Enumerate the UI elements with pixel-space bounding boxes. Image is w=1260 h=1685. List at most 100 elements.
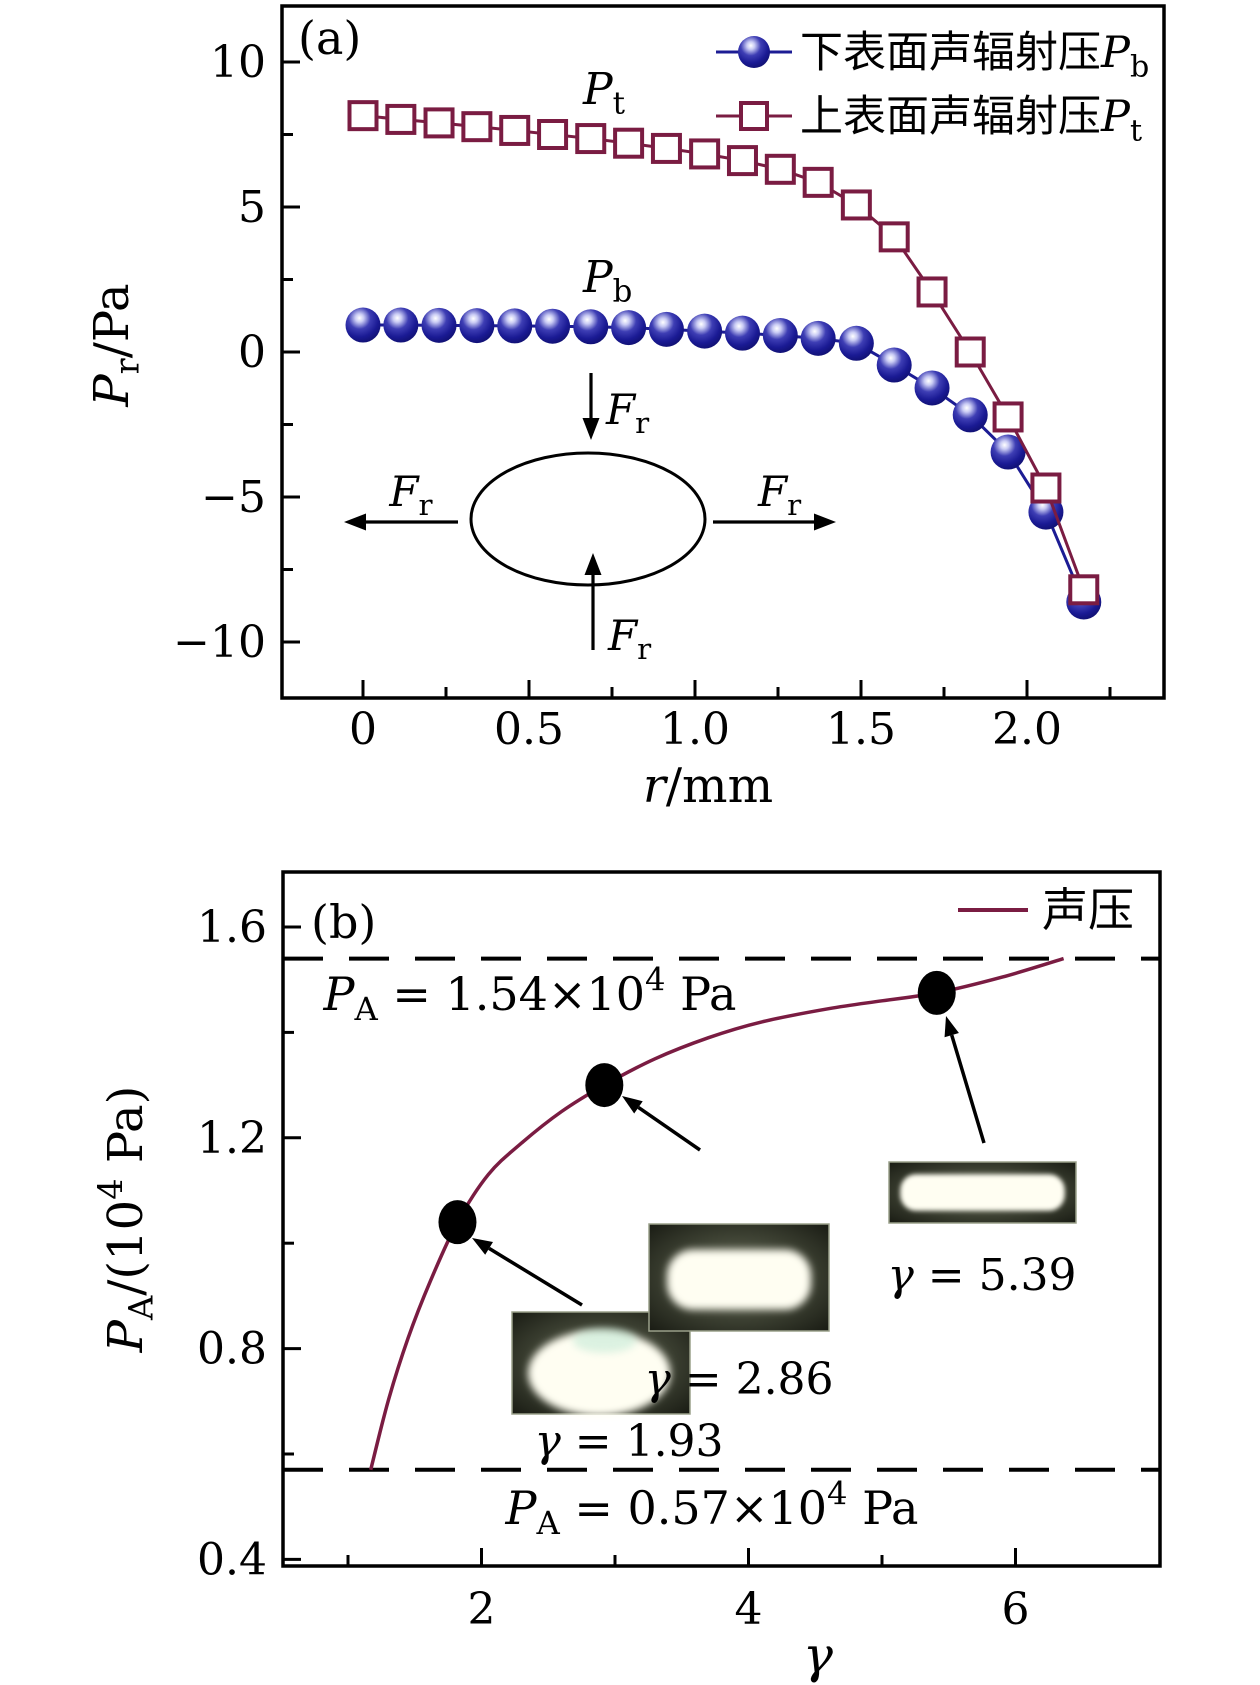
pt-square-marker <box>650 132 682 164</box>
pb-sphere-marker <box>535 308 571 344</box>
pt-square-marker <box>499 114 531 146</box>
pb-sphere-marker <box>914 370 950 406</box>
panel-b-tag: (b) <box>311 895 376 949</box>
panel-b-frame <box>281 870 1162 1568</box>
panel-a-y-axis-title: Pr/Pa <box>84 283 147 407</box>
pt-series-label: Pt <box>582 64 626 122</box>
force-arrow-down <box>582 373 600 440</box>
force-arrow-left-head <box>344 513 366 531</box>
pb-sphere-marker <box>345 307 381 343</box>
panel-a-ytick-label: 0 <box>238 327 266 378</box>
pt-square-marker <box>840 189 872 221</box>
pb-sphere-marker <box>421 307 457 343</box>
force-arrow-right <box>713 513 836 531</box>
lower-pressure-label: PA = 0.57×104 Pa <box>505 1475 919 1542</box>
panel-b-y-axis-title: PA/(104 Pa) <box>91 1086 161 1354</box>
force-arrow-up <box>584 553 602 650</box>
panel-a-legend: 下表面声辐射压Pb 上表面声辐射压Pt <box>716 28 1149 148</box>
pb-sphere-marker <box>990 434 1026 470</box>
panel-a-xtick-label: 1.5 <box>826 704 896 755</box>
pt-square-marker <box>347 100 379 132</box>
panel-a-ytick-label: 10 <box>210 37 266 88</box>
panel-a-ytick-label: 5 <box>238 182 266 233</box>
panel-b-xtick-label: 4 <box>735 1584 763 1635</box>
pb-sphere-marker <box>611 310 647 346</box>
droplet-photo-gamma-1.93-blob <box>528 1330 671 1417</box>
legend-entry-label: 下表面声辐射压Pb <box>800 28 1149 84</box>
legend-square-marker <box>739 101 769 131</box>
pt-square-marker <box>385 103 417 135</box>
panel-b: 1.6 1.2 0.8 0.4 2 4 6 γ PA/(104 Pa) (b) PA = 1.54×… <box>91 870 1162 1684</box>
gamma-label-1.93: γ = 1.93 <box>534 1416 723 1467</box>
annotation-arrow-5.39-shaft <box>950 1034 986 1144</box>
force-arrow-left <box>344 513 458 531</box>
pt-square-marker <box>764 153 796 185</box>
pb-sphere-marker <box>952 397 988 433</box>
droplet-photo-gamma-1.93 <box>511 1311 691 1417</box>
annotation-arrow-2.86 <box>622 1096 701 1152</box>
panel-b-x-axis-title: γ <box>803 1626 833 1684</box>
panel-a-xtick-label: 0 <box>349 704 377 755</box>
marked-point <box>438 1200 477 1245</box>
droplet-photo-gamma-5.39-blob <box>900 1174 1065 1211</box>
gamma-label-5.39: γ = 5.39 <box>887 1250 1076 1301</box>
panel-b-xtick-label: 6 <box>1002 1584 1030 1635</box>
panel-a-xtick-label: 1.0 <box>660 704 730 755</box>
legend-entry-label: 上表面声辐射压Pt <box>800 92 1142 148</box>
pb-sphere-marker <box>687 313 723 349</box>
pt-square-marker <box>537 119 569 150</box>
panel-a-xtick-label: 2.0 <box>992 704 1062 755</box>
marked-point <box>917 970 956 1015</box>
annotation-arrow-2.86-shaft <box>637 1105 701 1152</box>
force-label-right: Fr <box>757 467 802 522</box>
pt-square-marker <box>423 107 455 139</box>
annotation-arrow-5.39 <box>944 1016 986 1144</box>
panel-a-xtick-label: 0.5 <box>494 704 564 755</box>
legend-sphere-marker <box>738 36 770 68</box>
panel-b-legend-label: 声压 <box>1042 883 1134 937</box>
pt-square-marker <box>802 166 834 198</box>
pt-square-marker <box>992 401 1024 433</box>
force-arrow-down-head <box>582 418 600 440</box>
pb-sphere-marker <box>876 347 912 383</box>
pb-sphere-marker <box>838 325 874 361</box>
panel-a-tag: (a) <box>298 11 361 65</box>
panel-a-ytick-label: −10 <box>173 617 266 668</box>
pb-sphere-marker <box>800 320 836 356</box>
inset-ellipse <box>469 451 707 587</box>
pb-sphere-marker <box>724 315 760 351</box>
panel-b-ytick-label: 0.8 <box>197 1324 267 1375</box>
pt-square-marker <box>916 276 948 308</box>
pb-sphere-marker <box>573 309 609 345</box>
inset-droplet-forces: Fr Fr Fr Fr <box>344 373 836 666</box>
force-label-bottom: Fr <box>607 611 652 666</box>
pt-square-marker <box>954 336 986 368</box>
pt-square-marker <box>878 221 910 253</box>
annotation-arrow-1.93 <box>472 1238 583 1307</box>
force-label-top: Fr <box>605 385 650 440</box>
panel-b-ytick-label: 0.4 <box>197 1534 267 1585</box>
pb-sphere-marker <box>648 311 684 347</box>
panel-a-ytick-label: −5 <box>201 472 266 523</box>
force-arrow-up-head <box>584 553 602 575</box>
gamma-label-2.86: γ = 2.86 <box>644 1354 833 1405</box>
pb-series-label: Pb <box>582 252 632 310</box>
pt-square-marker <box>461 111 493 143</box>
upper-pressure-label: PA = 1.54×104 Pa <box>323 961 737 1028</box>
panel-b-xtick-label: 2 <box>468 1584 496 1635</box>
droplet-photo-gamma-2.86-blob <box>667 1249 811 1310</box>
annotation-arrow-5.39-head <box>944 1016 959 1038</box>
force-label-left: Fr <box>388 467 433 522</box>
pb-sphere-marker <box>383 307 419 343</box>
marked-point <box>585 1063 624 1108</box>
annotation-arrow-2.86-head <box>622 1096 643 1114</box>
pb-sphere-marker <box>497 308 533 344</box>
panel-a-x-axis-title: r/mm <box>643 758 773 814</box>
droplet-photo-gamma-2.86 <box>648 1223 830 1332</box>
droplet-photo-gamma-5.39 <box>888 1161 1077 1224</box>
pb-sphere-marker <box>459 308 495 344</box>
annotation-arrow-1.93-head <box>472 1238 493 1255</box>
